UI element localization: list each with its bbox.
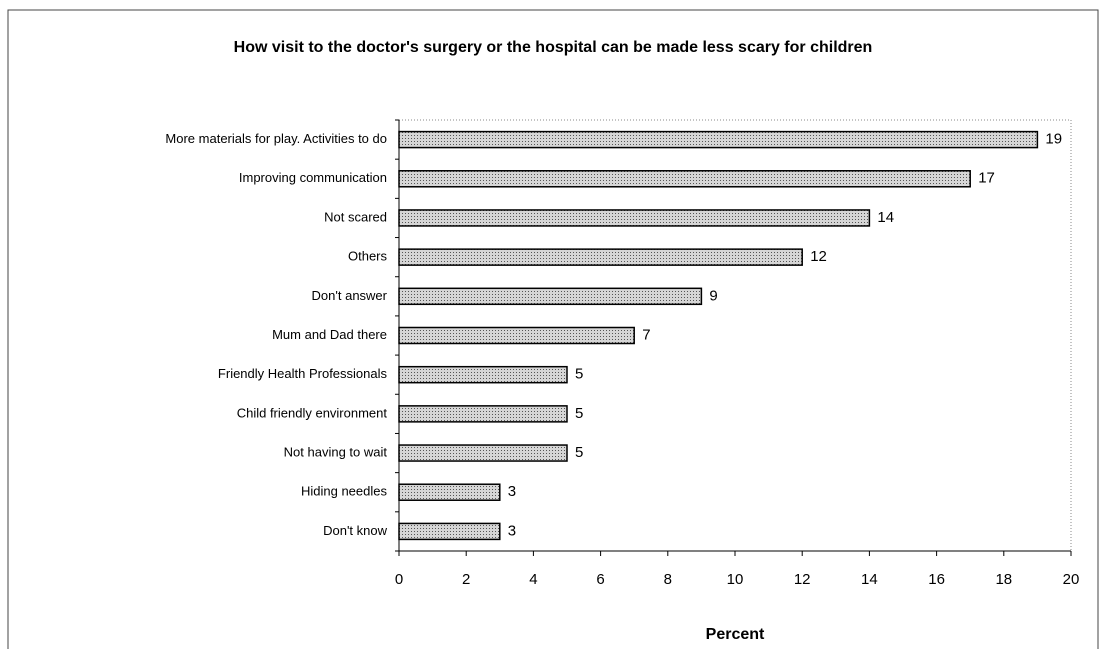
- y-tick-label: Not having to wait: [284, 444, 388, 459]
- x-tick-label: 8: [664, 571, 672, 588]
- value-label: 17: [978, 170, 995, 187]
- chart-title: How visit to the doctor's surgery or the…: [234, 39, 873, 56]
- x-tick-label: 20: [1063, 571, 1080, 588]
- value-label: 9: [709, 287, 717, 304]
- value-label: 14: [877, 209, 894, 226]
- x-tick-label: 18: [995, 571, 1012, 588]
- bar: [398, 248, 803, 266]
- value-label: 12: [810, 248, 827, 265]
- bar: [398, 130, 1039, 149]
- bar: [398, 365, 568, 384]
- value-label: 3: [508, 483, 516, 500]
- value-label: 5: [575, 444, 583, 461]
- x-tick-label: 0: [395, 571, 403, 588]
- frame: [7, 9, 1099, 649]
- y-tick-label: Hiding needles: [301, 484, 388, 499]
- bar: [398, 522, 501, 541]
- x-tick-label: 10: [727, 571, 744, 588]
- value-label: 5: [575, 405, 583, 422]
- bar: [398, 170, 971, 188]
- x-axis-label: Percent: [706, 626, 765, 643]
- bar: [398, 405, 568, 423]
- x-tick-label: 16: [928, 571, 945, 588]
- bar: [398, 287, 703, 306]
- y-tick-label: Not scared: [324, 209, 387, 224]
- y-tick-label: Mum and Dad there: [272, 327, 387, 342]
- x-tick-label: 14: [861, 571, 878, 588]
- x-tick-label: 6: [596, 571, 604, 588]
- value-label: 3: [508, 522, 516, 539]
- y-tick-label: Child friendly environment: [237, 405, 388, 420]
- value-label: 19: [1045, 131, 1062, 148]
- x-tick-label: 2: [462, 571, 470, 588]
- bar: [398, 209, 871, 227]
- y-tick-label: Improving communication: [239, 170, 387, 185]
- y-tick-label: Friendly Health Professionals: [218, 366, 388, 381]
- y-tick-label: More materials for play. Activities to d…: [165, 131, 387, 146]
- value-label: 7: [642, 326, 650, 343]
- y-tick-label: Others: [348, 249, 388, 264]
- y-tick-label: Don't know: [323, 523, 388, 538]
- value-label: 5: [575, 366, 583, 383]
- plot-area: [398, 119, 1072, 552]
- y-tick-label: Don't answer: [312, 288, 388, 303]
- bar: [398, 444, 568, 462]
- x-tick-label: 12: [794, 571, 811, 588]
- x-tick-label: 4: [529, 571, 537, 588]
- bar: [398, 326, 635, 345]
- bar: [398, 483, 501, 501]
